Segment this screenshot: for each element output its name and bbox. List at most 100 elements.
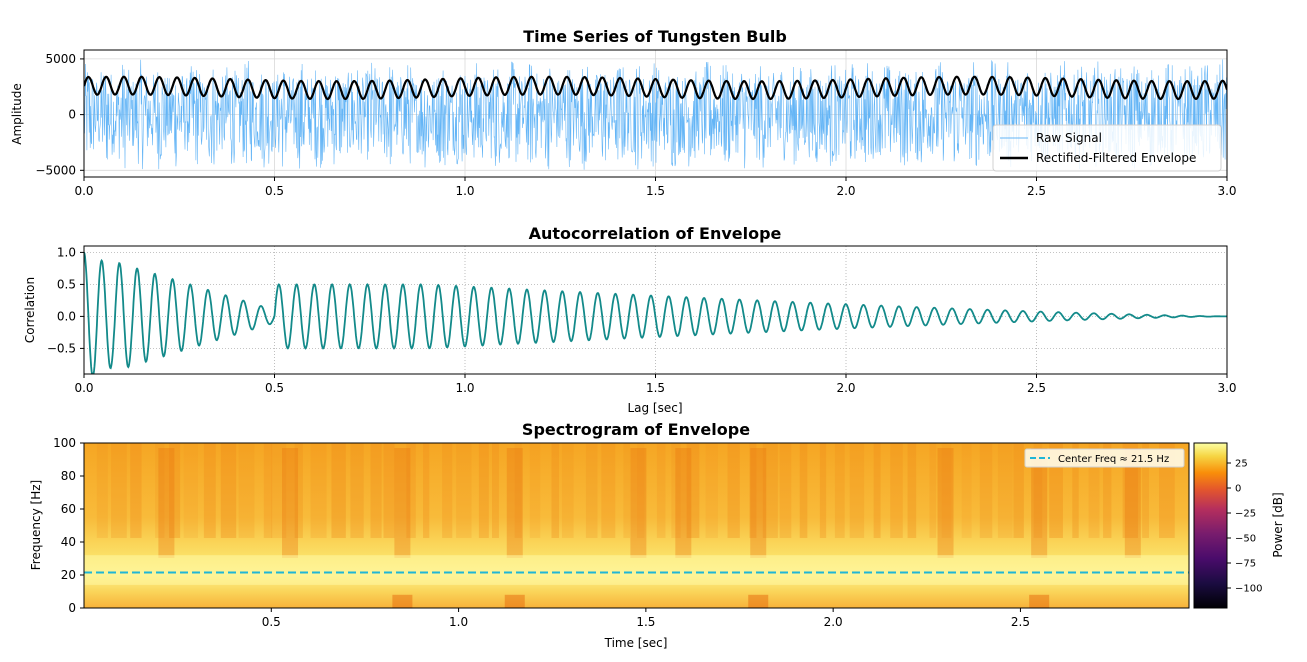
colorbar-tick-label: −25 xyxy=(1235,509,1256,520)
y-tick-label: 80 xyxy=(61,469,76,483)
x-tick-label: 0.5 xyxy=(265,381,284,395)
spectrogram-cell xyxy=(456,443,472,538)
y-tick-label: 60 xyxy=(61,502,76,516)
spectrogram-cell xyxy=(1033,443,1043,538)
spectrogram-cell xyxy=(271,443,287,538)
series-autocorrelation xyxy=(84,252,1227,374)
spectrogram-cell xyxy=(671,443,681,538)
x-tick-label: 2.0 xyxy=(824,615,843,629)
spectrogram-cell xyxy=(630,448,647,558)
spectrogram-cell xyxy=(1031,448,1048,558)
x-tick-label: 1.0 xyxy=(449,615,468,629)
spectrogram-cell xyxy=(686,443,700,538)
spectrogram-cell xyxy=(529,443,541,538)
y-axis-label-3: Frequency [Hz] xyxy=(29,480,43,571)
spectrogram-cell xyxy=(1088,443,1100,538)
y-tick-label: 0 xyxy=(68,601,76,615)
spectrogram-cell xyxy=(394,448,411,558)
spectrogram-cell xyxy=(514,443,522,538)
spectrogram-cell xyxy=(383,443,395,538)
spectrogram-cell xyxy=(834,443,845,538)
spectrogram-cell xyxy=(331,443,346,538)
spectrogram-cell xyxy=(799,443,808,538)
spectrogram-cell xyxy=(601,443,616,538)
spectrogram-cell xyxy=(961,443,972,538)
y-tick-label: 40 xyxy=(61,535,76,549)
spectrogram-cell xyxy=(941,443,952,538)
spectrogram-cell xyxy=(890,443,903,538)
spectrogram-cell xyxy=(727,443,740,538)
x-tick-label: 2.0 xyxy=(836,381,855,395)
spectrogram-cell xyxy=(506,448,523,558)
spectrogram-cell xyxy=(220,443,237,538)
spectrogram-cell xyxy=(442,443,453,538)
spectrogram-cell xyxy=(111,443,127,538)
y-tick-label: 0.0 xyxy=(57,309,76,323)
spectrogram-cell xyxy=(406,443,416,538)
series-raw-signal xyxy=(84,59,1227,170)
x-tick-label: 0.0 xyxy=(74,184,93,198)
panel-spectrogram: Spectrogram of Envelope 0.5 1.0 1.5 2.0 2.5 … xyxy=(29,420,1285,650)
spectrogram-cell xyxy=(762,443,778,538)
spectrogram-cell xyxy=(997,443,1013,538)
x-tick-label: 1.5 xyxy=(646,381,665,395)
colorbar-tick-label: −100 xyxy=(1235,584,1262,595)
spectrogram-cell xyxy=(183,443,198,538)
x-tick-label: 1.0 xyxy=(455,381,474,395)
y-axis-label-2: Correlation xyxy=(23,277,37,343)
spectrogram-cell xyxy=(937,448,954,558)
spectrogram-cell xyxy=(263,443,273,538)
x-ticks-3: 0.5 1.0 1.5 2.0 2.5 xyxy=(262,608,1030,629)
x-tick-label: 2.5 xyxy=(1027,184,1046,198)
spectrogram-cell xyxy=(561,443,574,538)
legend-1: Raw Signal Rectified-Filtered Envelope xyxy=(992,124,1222,172)
spectrogram-cell xyxy=(623,443,630,538)
legend-label-envelope: Rectified-Filtered Envelope xyxy=(1036,151,1196,165)
spectrogram-cell xyxy=(478,443,489,538)
spectrogram-cell xyxy=(1103,443,1112,538)
x-tick-label: 1.0 xyxy=(455,184,474,198)
legend-3: Center Freq ≈ 21.5 Hz xyxy=(1024,448,1185,468)
plot-area-1 xyxy=(84,59,1227,170)
spectrogram-cell xyxy=(1013,443,1024,538)
spectrogram-cell xyxy=(779,443,792,538)
x-tick-label: 3.0 xyxy=(1217,381,1236,395)
x-axis-label-3: Time [sec] xyxy=(604,636,668,650)
colorbar-tick-label: 25 xyxy=(1235,459,1248,470)
y-tick-label: 1.0 xyxy=(57,245,76,259)
spectrogram-cell xyxy=(492,443,499,538)
spectrogram-cell xyxy=(423,443,430,538)
y-ticks-2: 1.0 0.5 0.0 −0.5 xyxy=(47,245,84,355)
axes-frame-3 xyxy=(83,442,1190,609)
x-tick-label: 3.0 xyxy=(1217,184,1236,198)
spectrogram-cell xyxy=(350,443,364,538)
chart-title-1: Time Series of Tungsten Bulb xyxy=(523,27,787,46)
spectrogram-cell xyxy=(155,443,165,538)
spectrogram-cell xyxy=(1124,448,1141,558)
colorbar-tick-label: −50 xyxy=(1235,534,1256,545)
spectrogram-cell xyxy=(310,443,327,538)
chart-title-3: Spectrogram of Envelope xyxy=(522,420,750,439)
spectrogram-cell xyxy=(130,443,142,538)
x-tick-label: 0.5 xyxy=(265,184,284,198)
y-tick-label: 5000 xyxy=(45,52,76,66)
y-tick-label: 0 xyxy=(68,108,76,122)
x-tick-label: 2.5 xyxy=(1027,381,1046,395)
x-ticks-1: 0.0 0.5 1.0 1.5 2.0 2.5 3.0 xyxy=(74,177,1237,198)
x-tick-label: 1.5 xyxy=(646,184,665,198)
spectrogram-cell xyxy=(637,443,645,538)
x-tick-label: 2.5 xyxy=(1011,615,1030,629)
spectrogram-cell xyxy=(1029,594,1050,608)
panel-time-series: Time Series of Tungsten Bulb 0.0 0.5 1.0 1.… xyxy=(10,27,1237,198)
colorbar-label: Power [dB] xyxy=(1271,492,1285,557)
spectrogram-cell xyxy=(849,443,865,538)
y-tick-label: −5000 xyxy=(35,163,76,177)
spectrogram-cell xyxy=(656,443,666,538)
grid-2 xyxy=(83,246,1228,374)
colorbar-tick-label: 0 xyxy=(1235,484,1241,495)
spectrogram-heatmap xyxy=(84,443,1189,608)
spectrogram-cell xyxy=(748,594,769,608)
spectrogram-cell xyxy=(294,443,303,538)
colorbar: 25 0 −25 −50 −75 −100 Power [dB] xyxy=(1193,442,1285,609)
spectrogram-cell xyxy=(238,443,255,538)
